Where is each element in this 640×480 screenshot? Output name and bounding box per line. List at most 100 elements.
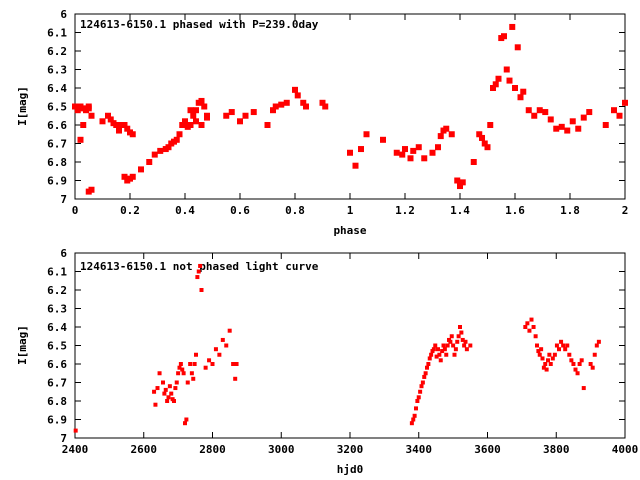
data-point [462, 343, 467, 348]
x-tick-label: 2800 [199, 443, 226, 456]
x-tick-label: 3000 [268, 443, 295, 456]
data-point [201, 103, 208, 110]
x-tick-label: 2400 [62, 443, 89, 456]
data-point [402, 146, 408, 153]
x-tick-label: 0.8 [285, 204, 305, 217]
y-tick-label: 6 [60, 247, 67, 260]
data-point [152, 389, 157, 394]
data-point [162, 391, 167, 396]
y-axis-title: I[mag] [16, 325, 29, 365]
data-point [220, 337, 225, 342]
plot-frame [74, 13, 626, 200]
data-point [544, 367, 549, 372]
data-point [138, 166, 144, 173]
data-point [463, 339, 468, 344]
data-point [129, 173, 136, 180]
data-point [155, 386, 160, 391]
x-axis-title: phase [333, 224, 366, 237]
data-point [264, 122, 271, 128]
data-point [458, 325, 462, 329]
data-point [422, 374, 427, 379]
data-point [380, 136, 386, 143]
data-point [73, 428, 78, 433]
data-point [435, 144, 441, 151]
data-point [451, 343, 456, 348]
x-tick-label: 1.2 [395, 204, 415, 217]
data-point [124, 125, 131, 132]
data-point [151, 151, 158, 158]
data-point [540, 356, 545, 361]
data-point [547, 352, 552, 357]
data-point [581, 386, 586, 391]
data-point [616, 112, 623, 119]
data-point [416, 395, 421, 400]
data-point [113, 122, 120, 128]
data-point [105, 112, 111, 119]
y-tick-label: 6.4 [47, 82, 67, 95]
x-tick-label: 3800 [543, 443, 570, 456]
data-point [415, 144, 422, 151]
data-point [85, 103, 92, 110]
data-point [449, 334, 454, 339]
data-point [157, 371, 162, 376]
data-point [565, 343, 570, 348]
data-point [161, 380, 165, 385]
data-point [611, 107, 617, 114]
x-tick-label: 0.4 [175, 204, 195, 217]
data-point [602, 122, 609, 128]
data-point [557, 347, 561, 352]
data-point [173, 136, 180, 143]
data-point [509, 23, 516, 30]
data-point [181, 371, 186, 376]
data-point [191, 376, 196, 381]
data-point [194, 352, 198, 357]
phased-plot-panel: 124613-6150.1 phased with P=239.0day pha… [16, 8, 628, 237]
data-point [438, 358, 443, 363]
data-point [213, 347, 218, 352]
data-point [414, 406, 418, 411]
data-point [535, 343, 539, 348]
data-point [531, 325, 536, 329]
data-point [452, 352, 457, 357]
y-tick-label: 6.4 [47, 321, 67, 334]
data-point [548, 362, 553, 366]
data-point [525, 321, 530, 326]
data-point [176, 131, 183, 138]
data-point [278, 101, 285, 108]
data-point [426, 362, 431, 366]
data-point [167, 384, 172, 389]
data-point [575, 125, 582, 132]
x-tick-label: 1.4 [450, 204, 470, 217]
data-point [185, 380, 190, 385]
y-tick-label: 6.9 [47, 414, 67, 427]
data-point [503, 66, 510, 73]
x-tick-label: 0 [72, 204, 79, 217]
data-point [272, 103, 279, 110]
data-point [399, 151, 406, 158]
data-point [622, 99, 628, 106]
data-point [495, 75, 502, 82]
unphased-plot-panel: 124613-6150.1 not phased light curve hjd… [16, 247, 638, 476]
data-point [88, 186, 95, 193]
data-point [129, 131, 136, 138]
plot-frame [74, 252, 626, 439]
data-point [107, 116, 114, 123]
y-tick-label: 6.3 [47, 64, 67, 77]
y-tick-label: 6.6 [47, 119, 67, 132]
data-point [481, 140, 488, 147]
data-point [322, 103, 329, 110]
y-tick-label: 6.6 [47, 358, 67, 371]
data-point [153, 402, 158, 407]
data-point [558, 123, 565, 130]
data-point [479, 134, 485, 141]
data-point [195, 275, 200, 280]
data-point [198, 97, 205, 104]
data-point [180, 367, 185, 372]
data-point [531, 112, 538, 119]
data-point [217, 352, 222, 357]
data-point [237, 118, 243, 125]
data-point [444, 352, 449, 357]
data-point [575, 371, 580, 376]
y-tick-label: 6.9 [47, 175, 67, 188]
y-tick-label: 6.1 [47, 266, 67, 279]
